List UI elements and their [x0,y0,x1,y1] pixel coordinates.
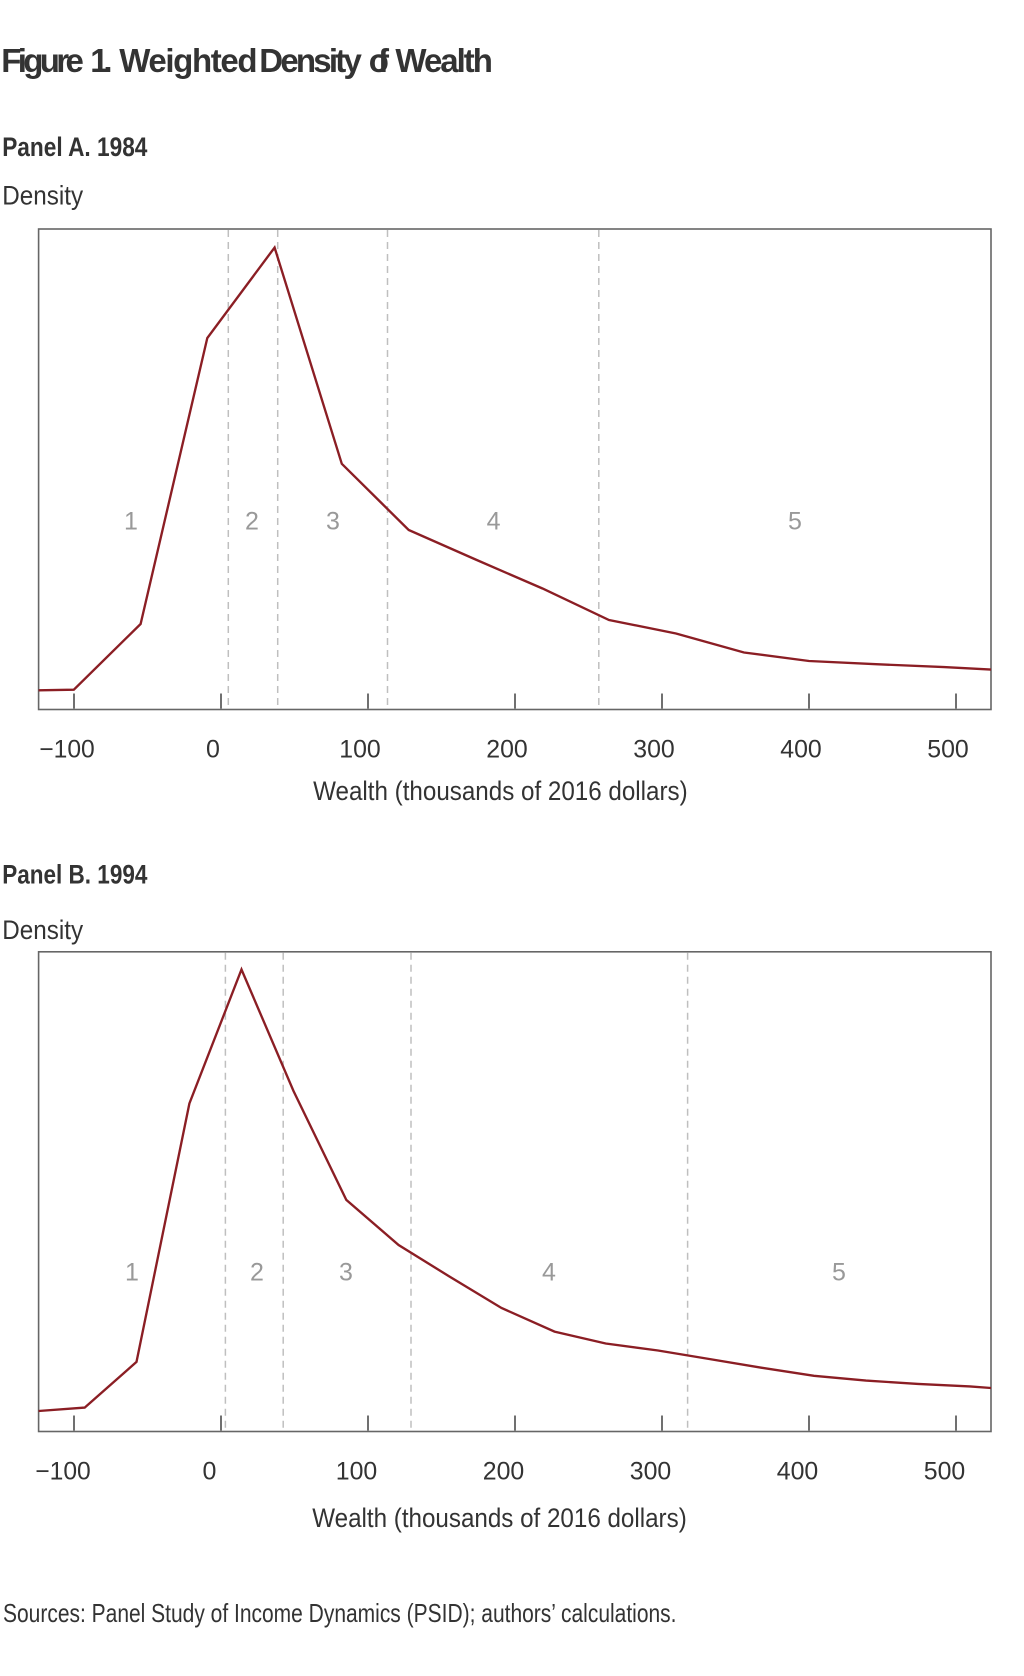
svg-text:1: 1 [125,1258,139,1286]
svg-text:1: 1 [124,508,138,536]
svg-text:Density: Density [2,915,83,945]
svg-text:0: 0 [203,1457,217,1485]
svg-text:3: 3 [339,1258,353,1286]
svg-text:Wealth (thousands of 2016 doll: Wealth (thousands of 2016 dollars) [312,1503,687,1533]
svg-text:Density: Density [2,181,83,211]
svg-text:Panel B. 1994: Panel B. 1994 [2,860,147,890]
svg-text:Panel A. 1984: Panel A. 1984 [2,132,147,162]
svg-text:500: 500 [927,736,969,764]
svg-text:4: 4 [542,1258,556,1286]
svg-text:−100: −100 [39,736,95,764]
svg-text:500: 500 [924,1457,966,1485]
svg-text:300: 300 [633,736,675,764]
svg-text:100: 100 [339,736,381,764]
svg-text:200: 200 [483,1457,525,1485]
svg-text:5: 5 [832,1258,846,1286]
svg-text:4: 4 [487,508,501,536]
svg-text:2: 2 [250,1258,264,1286]
svg-text:100: 100 [336,1457,378,1485]
svg-text:300: 300 [630,1457,672,1485]
svg-text:Sources: Panel Study of Income: Sources: Panel Study of Income Dynamics … [3,1598,677,1628]
svg-text:Wealth (thousands of 2016 doll: Wealth (thousands of 2016 dollars) [313,776,688,806]
svg-text:400: 400 [777,1457,819,1485]
svg-text:400: 400 [780,736,822,764]
svg-text:3: 3 [326,508,340,536]
svg-text:−100: −100 [35,1457,91,1485]
svg-text:5: 5 [788,508,802,536]
svg-text:0: 0 [206,736,220,764]
svg-text:2: 2 [245,508,259,536]
svg-text:200: 200 [486,736,528,764]
